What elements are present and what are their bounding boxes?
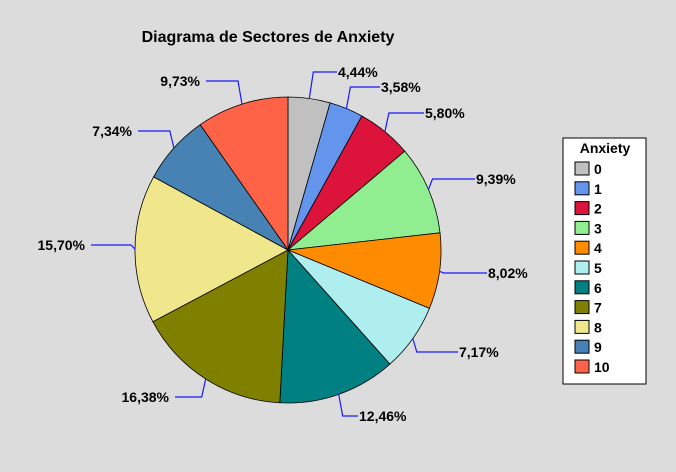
leader-line-10 [206, 80, 243, 105]
pie-slice-7 [152, 249, 289, 404]
slice-label-3: 9,39% [476, 171, 516, 187]
slice-label-4: 8,02% [488, 265, 528, 281]
slice-label-5: 7,17% [459, 344, 499, 360]
chart-title: Diagrama de Sectores de Anxiety [142, 29, 395, 46]
leader-line-8 [91, 244, 136, 250]
legend-swatch-4 [574, 240, 590, 255]
slice-label-2: 5,80% [425, 105, 465, 121]
label-leaders [91, 71, 487, 417]
legend-swatch-9 [574, 339, 590, 354]
legend-label-4: 4 [594, 240, 602, 256]
legend-label-1: 1 [594, 181, 602, 197]
slice-label-9: 7,34% [92, 123, 132, 139]
leader-line-6 [338, 394, 358, 417]
slice-label-0: 4,44% [338, 64, 378, 80]
legend-swatch-1 [574, 181, 590, 196]
legend-label-3: 3 [594, 220, 602, 236]
legend-swatch-10 [574, 359, 590, 374]
pie-slice-3 [286, 150, 441, 251]
legend-swatch-8 [574, 319, 590, 334]
legend-title: Anxiety [580, 140, 631, 156]
slice-label-10: 9,73% [160, 73, 200, 89]
slice-label-1: 3,58% [381, 79, 421, 95]
legend-swatch-5 [574, 260, 590, 275]
leader-line-0 [308, 71, 337, 99]
slice-label-8: 15,70% [38, 237, 86, 253]
pie-slice-6 [279, 249, 391, 404]
legend-items: 0 1 2 3 4 5 6 7 8 9 10 [574, 161, 610, 375]
legend-swatch-0 [574, 161, 590, 176]
pie-slice-8 [134, 176, 289, 323]
leader-line-5 [412, 338, 458, 353]
legend-label-8: 8 [594, 319, 602, 335]
legend-label-9: 9 [594, 339, 602, 355]
leader-line-4 [439, 270, 487, 274]
slice-label-7: 16,38% [122, 389, 170, 405]
legend-swatch-6 [574, 280, 590, 295]
legend-label-6: 6 [594, 280, 602, 296]
legend-label-7: 7 [594, 300, 602, 316]
legend: Anxiety 0 1 2 3 4 5 6 7 8 9 10 [562, 137, 647, 385]
leader-line-3 [427, 178, 475, 190]
slice-label-6: 12,46% [359, 408, 407, 424]
leader-line-1 [345, 86, 380, 109]
legend-label-10: 10 [594, 359, 610, 375]
leader-line-9 [138, 130, 175, 149]
leader-line-2 [384, 112, 424, 132]
pie-slices [134, 96, 442, 404]
slice-labels: 4,44%3,58%5,80% 9,39% 8,02% 7,17% 12,46% 16,3… [38, 64, 529, 424]
legend-label-2: 2 [594, 201, 602, 217]
legend-swatch-7 [574, 300, 590, 315]
legend-label-5: 5 [594, 260, 602, 276]
legend-swatch-3 [574, 220, 590, 235]
legend-swatch-2 [574, 201, 590, 216]
legend-label-0: 0 [594, 161, 602, 177]
leader-line-7 [175, 378, 207, 398]
